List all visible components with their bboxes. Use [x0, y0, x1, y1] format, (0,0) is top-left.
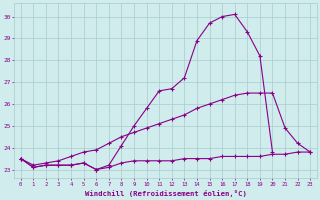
X-axis label: Windchill (Refroidissement éolien,°C): Windchill (Refroidissement éolien,°C) [84, 190, 246, 197]
